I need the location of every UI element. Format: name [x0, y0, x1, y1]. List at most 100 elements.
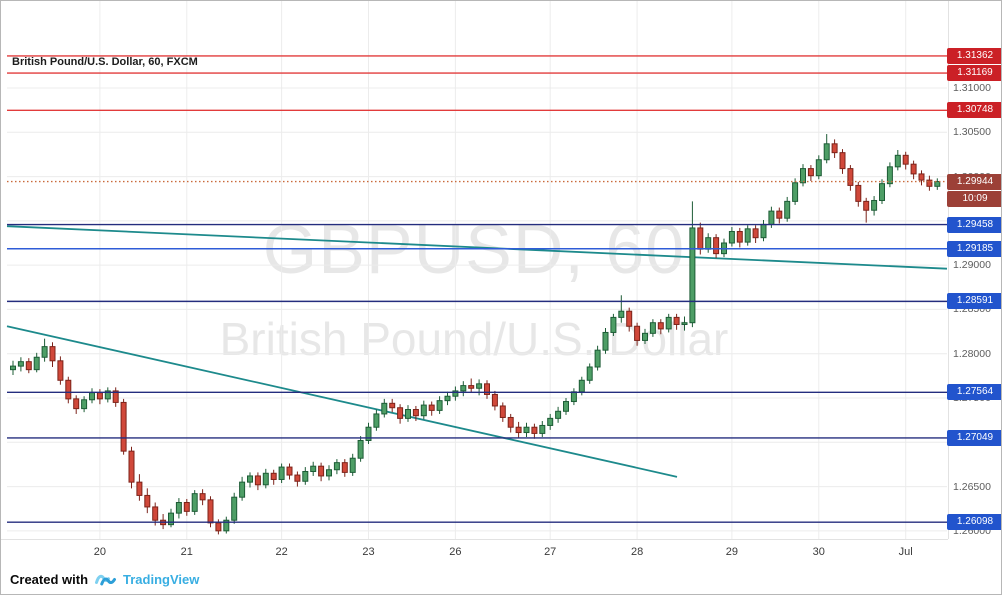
candle-body — [610, 316, 617, 333]
chart-region[interactable]: GBPUSD, 60 British Pound/U.S. Dollar Bri… — [1, 1, 1001, 567]
candle-body — [286, 466, 293, 476]
candle-body — [294, 474, 301, 482]
candle-body — [563, 401, 569, 412]
candle-body — [594, 349, 601, 368]
candle-body — [760, 223, 767, 239]
candle-body — [523, 426, 530, 434]
candle-body — [444, 395, 451, 402]
candle-body — [815, 159, 822, 177]
trendline[interactable] — [6, 225, 948, 270]
y-axis-tick: 1.29000 — [953, 259, 991, 272]
x-axis-tick: 28 — [630, 546, 644, 558]
x-axis-tick: 26 — [449, 546, 462, 558]
candle-body — [191, 493, 198, 512]
candle-body — [657, 322, 664, 330]
candle-body — [894, 154, 901, 168]
candle-body — [373, 413, 380, 428]
candle-body — [428, 404, 435, 411]
x-axis-tick: 20 — [93, 546, 107, 558]
candlestick-chart-canvas[interactable] — [1, 1, 948, 566]
candle-body — [713, 237, 720, 255]
candle-body — [863, 200, 870, 211]
candle-body — [807, 168, 814, 177]
candle-body — [183, 502, 190, 512]
candle-body — [326, 469, 332, 477]
candle-body — [934, 181, 941, 187]
candle-body — [318, 465, 325, 477]
candle-body — [476, 383, 483, 389]
y-axis[interactable]: 1.310001.305001.300001.295001.290001.285… — [948, 1, 1001, 539]
symbol-legend[interactable]: British Pound/U.S. Dollar, 60, FXCM — [12, 56, 198, 68]
candle-body — [855, 184, 862, 202]
trendline[interactable] — [6, 325, 678, 478]
candle-body — [207, 499, 214, 524]
candle-body — [768, 210, 775, 225]
candle-body — [823, 143, 830, 161]
candle-body — [381, 402, 388, 415]
candle-body — [96, 392, 103, 400]
candle-body — [89, 392, 95, 401]
candle-body — [784, 200, 791, 219]
candle-body — [578, 379, 585, 393]
candle-body — [49, 346, 56, 362]
candle-body — [144, 494, 151, 508]
candle-body — [586, 366, 593, 381]
candle-body — [10, 365, 16, 371]
price-level-badge: 1.27564 — [947, 384, 1001, 401]
tradingview-link[interactable]: TradingView — [123, 571, 200, 587]
candle-body — [902, 154, 909, 165]
candle-body — [752, 228, 759, 239]
candle-body — [168, 512, 174, 526]
candle-body — [215, 522, 222, 532]
price-level-badge: 1.30748 — [947, 102, 1001, 119]
candle-body — [602, 331, 609, 351]
candle-body — [310, 465, 317, 473]
created-with-label: Created with — [10, 571, 89, 587]
y-axis-tick: 1.28000 — [953, 347, 991, 360]
candle-body — [744, 228, 751, 243]
candle-body — [665, 316, 672, 330]
price-level-badge: 1.28591 — [947, 293, 1001, 310]
candle-body — [879, 183, 885, 201]
y-axis-tick: 1.26500 — [953, 480, 991, 493]
candle-body — [389, 402, 396, 409]
candle-body — [270, 472, 277, 480]
x-axis[interactable]: 20 21 22 23 26 27 28 29 30 Jul — [1, 539, 948, 567]
price-level-badge: 1.31169 — [947, 65, 1001, 82]
x-axis-tick: 27 — [544, 546, 557, 558]
candle-body — [736, 230, 743, 243]
candle-body — [642, 332, 648, 341]
candle-body — [420, 404, 427, 417]
candle-body — [33, 356, 40, 371]
candle-body — [254, 475, 261, 486]
candle-body — [728, 230, 735, 244]
candle-body — [302, 471, 309, 482]
candle-body — [681, 322, 688, 325]
candle-body — [847, 168, 854, 186]
candle-body — [120, 401, 127, 452]
candle-body — [649, 322, 656, 334]
candle-body — [484, 383, 490, 395]
candle-body — [555, 410, 562, 419]
price-level-badge: 1.27049 — [947, 429, 1001, 446]
candle-body — [262, 472, 269, 486]
candle-body — [491, 393, 498, 407]
candle-body — [223, 519, 230, 532]
attribution-footer: Created with TradingView — [1, 564, 1001, 594]
candle-body — [539, 424, 546, 434]
tradingview-logo-icon[interactable] — [95, 572, 117, 587]
candle-body — [397, 407, 404, 419]
candle-body — [499, 405, 506, 418]
candle-body — [871, 199, 878, 211]
candle-body — [239, 481, 246, 498]
candle-body — [41, 346, 48, 358]
candle-body — [515, 426, 522, 434]
candle-body — [634, 325, 641, 341]
candle-body — [81, 399, 88, 410]
price-badges: 1.31362 1.31169 1.30748 1.29944 10:09 1.29458… — [947, 1, 1001, 566]
x-axis-tick: 22 — [275, 546, 288, 558]
x-axis-tick: 29 — [725, 546, 739, 558]
candle-body — [705, 237, 712, 250]
candle-body — [17, 361, 24, 367]
